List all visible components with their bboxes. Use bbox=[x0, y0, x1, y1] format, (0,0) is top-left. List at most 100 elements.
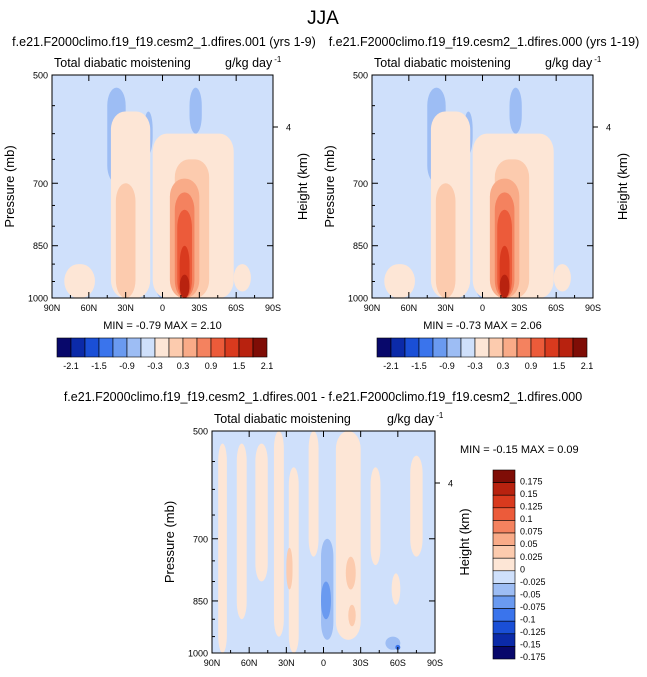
right-tick-label: 4 bbox=[448, 479, 453, 489]
contour-region bbox=[308, 431, 319, 557]
colorbar-swatch bbox=[126, 337, 142, 358]
y-tick-label: 700 bbox=[353, 179, 368, 189]
y-tick-label: 500 bbox=[193, 427, 208, 437]
colorbar-horizontal-group: -2.1 -1.5 -0.9 -0.3 0.3 0.9 1.5 2.1 -2.1 -1.5 -0.9… bbox=[56, 337, 594, 371]
colorbar-swatch bbox=[558, 337, 574, 358]
colorbar-swatch bbox=[492, 633, 516, 647]
variable-label: Total diabatic moistening bbox=[374, 56, 511, 70]
x-tick-label: 60N bbox=[81, 303, 98, 313]
contour-region bbox=[218, 443, 227, 653]
y-tick-label: 850 bbox=[193, 596, 208, 606]
colorbar-label: -0.05 bbox=[520, 589, 541, 599]
colorbar-label: -0.15 bbox=[520, 640, 541, 650]
colorbar-swatch bbox=[460, 337, 476, 358]
colorbar-swatch bbox=[492, 608, 516, 622]
colorbar-swatch bbox=[572, 337, 588, 358]
colorbar-swatch bbox=[516, 337, 532, 358]
colorbar-swatch bbox=[252, 337, 268, 358]
y-tick-label: 500 bbox=[33, 71, 48, 81]
colorbar-label: 0.9 bbox=[525, 361, 538, 371]
panel-title: f.e21.F2000climo.f19_f19.cesm2_1.dfires.… bbox=[329, 35, 640, 49]
colorbar-swatch bbox=[492, 545, 516, 559]
y-axis-label: Pressure (mb) bbox=[322, 145, 337, 227]
colorbar-swatch bbox=[474, 337, 490, 358]
units-label: g/kg day -1 bbox=[225, 55, 282, 70]
colorbar-label: 0.025 bbox=[520, 552, 543, 562]
x-tick-label: 60S bbox=[390, 658, 406, 668]
units-label: g/kg day -1 bbox=[387, 411, 444, 426]
contour-region bbox=[370, 467, 381, 566]
contour-region bbox=[391, 573, 401, 605]
colorbar-label: -0.9 bbox=[119, 361, 135, 371]
y-tick-label: 1000 bbox=[188, 649, 208, 659]
x-tick-label: 30N bbox=[278, 658, 295, 668]
colorbar-vertical: 0.175 0.15 0.125 0.1 0.075 0.05 0.025 0 -0.025 -0… bbox=[492, 469, 546, 662]
colorbar-label: 2.1 bbox=[581, 361, 594, 371]
figure-title: JJA bbox=[307, 8, 339, 29]
y-tick-label: 1000 bbox=[348, 294, 368, 304]
units-exponent: -1 bbox=[274, 55, 282, 64]
units-text: g/kg day bbox=[387, 412, 435, 426]
y-axis-label: Pressure (mb) bbox=[162, 501, 177, 583]
right-tick-label: 4 bbox=[286, 123, 291, 133]
right-axis-label: Height (km) bbox=[457, 508, 472, 575]
panels: f.e21.F2000climo.f19_f19.cesm2_1.dfires.… bbox=[2, 35, 639, 668]
x-tick-label: 90S bbox=[585, 303, 601, 313]
contour-region bbox=[499, 274, 510, 298]
colorbar-label: 0.15 bbox=[520, 489, 538, 499]
colorbar-label: 0.175 bbox=[520, 477, 543, 487]
colorbar-label: 0.9 bbox=[205, 361, 218, 371]
min-max-stats: MIN = -0.15 MAX = 0.09 bbox=[460, 444, 579, 456]
colorbar-label: 1.5 bbox=[233, 361, 246, 371]
right-axis-label: Height (km) bbox=[295, 153, 310, 220]
contour-field bbox=[212, 431, 435, 653]
contour-region bbox=[179, 274, 190, 298]
contour-region bbox=[321, 581, 331, 620]
variable-label: Total diabatic moistening bbox=[54, 56, 191, 70]
colorbar-label: 1.5 bbox=[553, 361, 566, 371]
colorbar-swatch bbox=[418, 337, 434, 358]
colorbar-swatch bbox=[70, 337, 86, 358]
x-tick-label: 0 bbox=[480, 303, 485, 313]
colorbar-swatch bbox=[56, 337, 72, 358]
x-tick-label: 90N bbox=[44, 303, 61, 313]
colorbar-label: -0.9 bbox=[439, 361, 455, 371]
contour-region bbox=[189, 87, 202, 134]
colorbar-swatch bbox=[492, 646, 516, 660]
panel-title: f.e21.F2000climo.f19_f19.cesm2_1.dfires.… bbox=[64, 390, 582, 404]
colorbar-swatch bbox=[168, 337, 184, 358]
colorbar-swatch bbox=[492, 469, 516, 483]
colorbar-swatch bbox=[238, 337, 254, 358]
units-label: g/kg day -1 bbox=[545, 55, 602, 70]
colorbar-swatch bbox=[492, 595, 516, 609]
colorbar-swatch bbox=[376, 337, 392, 358]
colorbar-swatch bbox=[446, 337, 462, 358]
colorbar-label: -1.5 bbox=[411, 361, 427, 371]
colorbar-label: -0.1 bbox=[520, 614, 536, 624]
right-tick-label: 4 bbox=[606, 123, 611, 133]
contour-field bbox=[372, 75, 593, 298]
colorbar-swatch bbox=[492, 557, 516, 572]
x-tick-label: 60N bbox=[241, 658, 258, 668]
contour-region bbox=[236, 443, 247, 620]
colorbar-swatch bbox=[182, 337, 198, 358]
colorbar-swatch bbox=[224, 337, 240, 358]
units-exponent: -1 bbox=[594, 55, 602, 64]
x-tick-label: 90S bbox=[427, 658, 443, 668]
x-tick-label: 30S bbox=[191, 303, 207, 313]
contour-region bbox=[115, 183, 136, 298]
colorbar-swatch bbox=[140, 337, 156, 358]
chart-panel-3: f.e21.F2000climo.f19_f19.cesm2_1.dfires.… bbox=[64, 390, 582, 668]
contour-region bbox=[384, 264, 415, 298]
units-text: g/kg day bbox=[545, 56, 593, 70]
colorbar-swatch bbox=[502, 337, 518, 358]
colorbar-label: 0.05 bbox=[520, 539, 538, 549]
colorbar-horizontal: -2.1 -1.5 -0.9 -0.3 0.3 0.9 1.5 2.1 bbox=[376, 337, 594, 371]
units-text: g/kg day bbox=[225, 56, 273, 70]
colorbar-swatch bbox=[530, 337, 546, 358]
y-tick-label: 850 bbox=[33, 241, 48, 251]
colorbar-label: -0.3 bbox=[147, 361, 163, 371]
x-tick-label: 30N bbox=[437, 303, 454, 313]
colorbar-swatch bbox=[154, 337, 170, 358]
